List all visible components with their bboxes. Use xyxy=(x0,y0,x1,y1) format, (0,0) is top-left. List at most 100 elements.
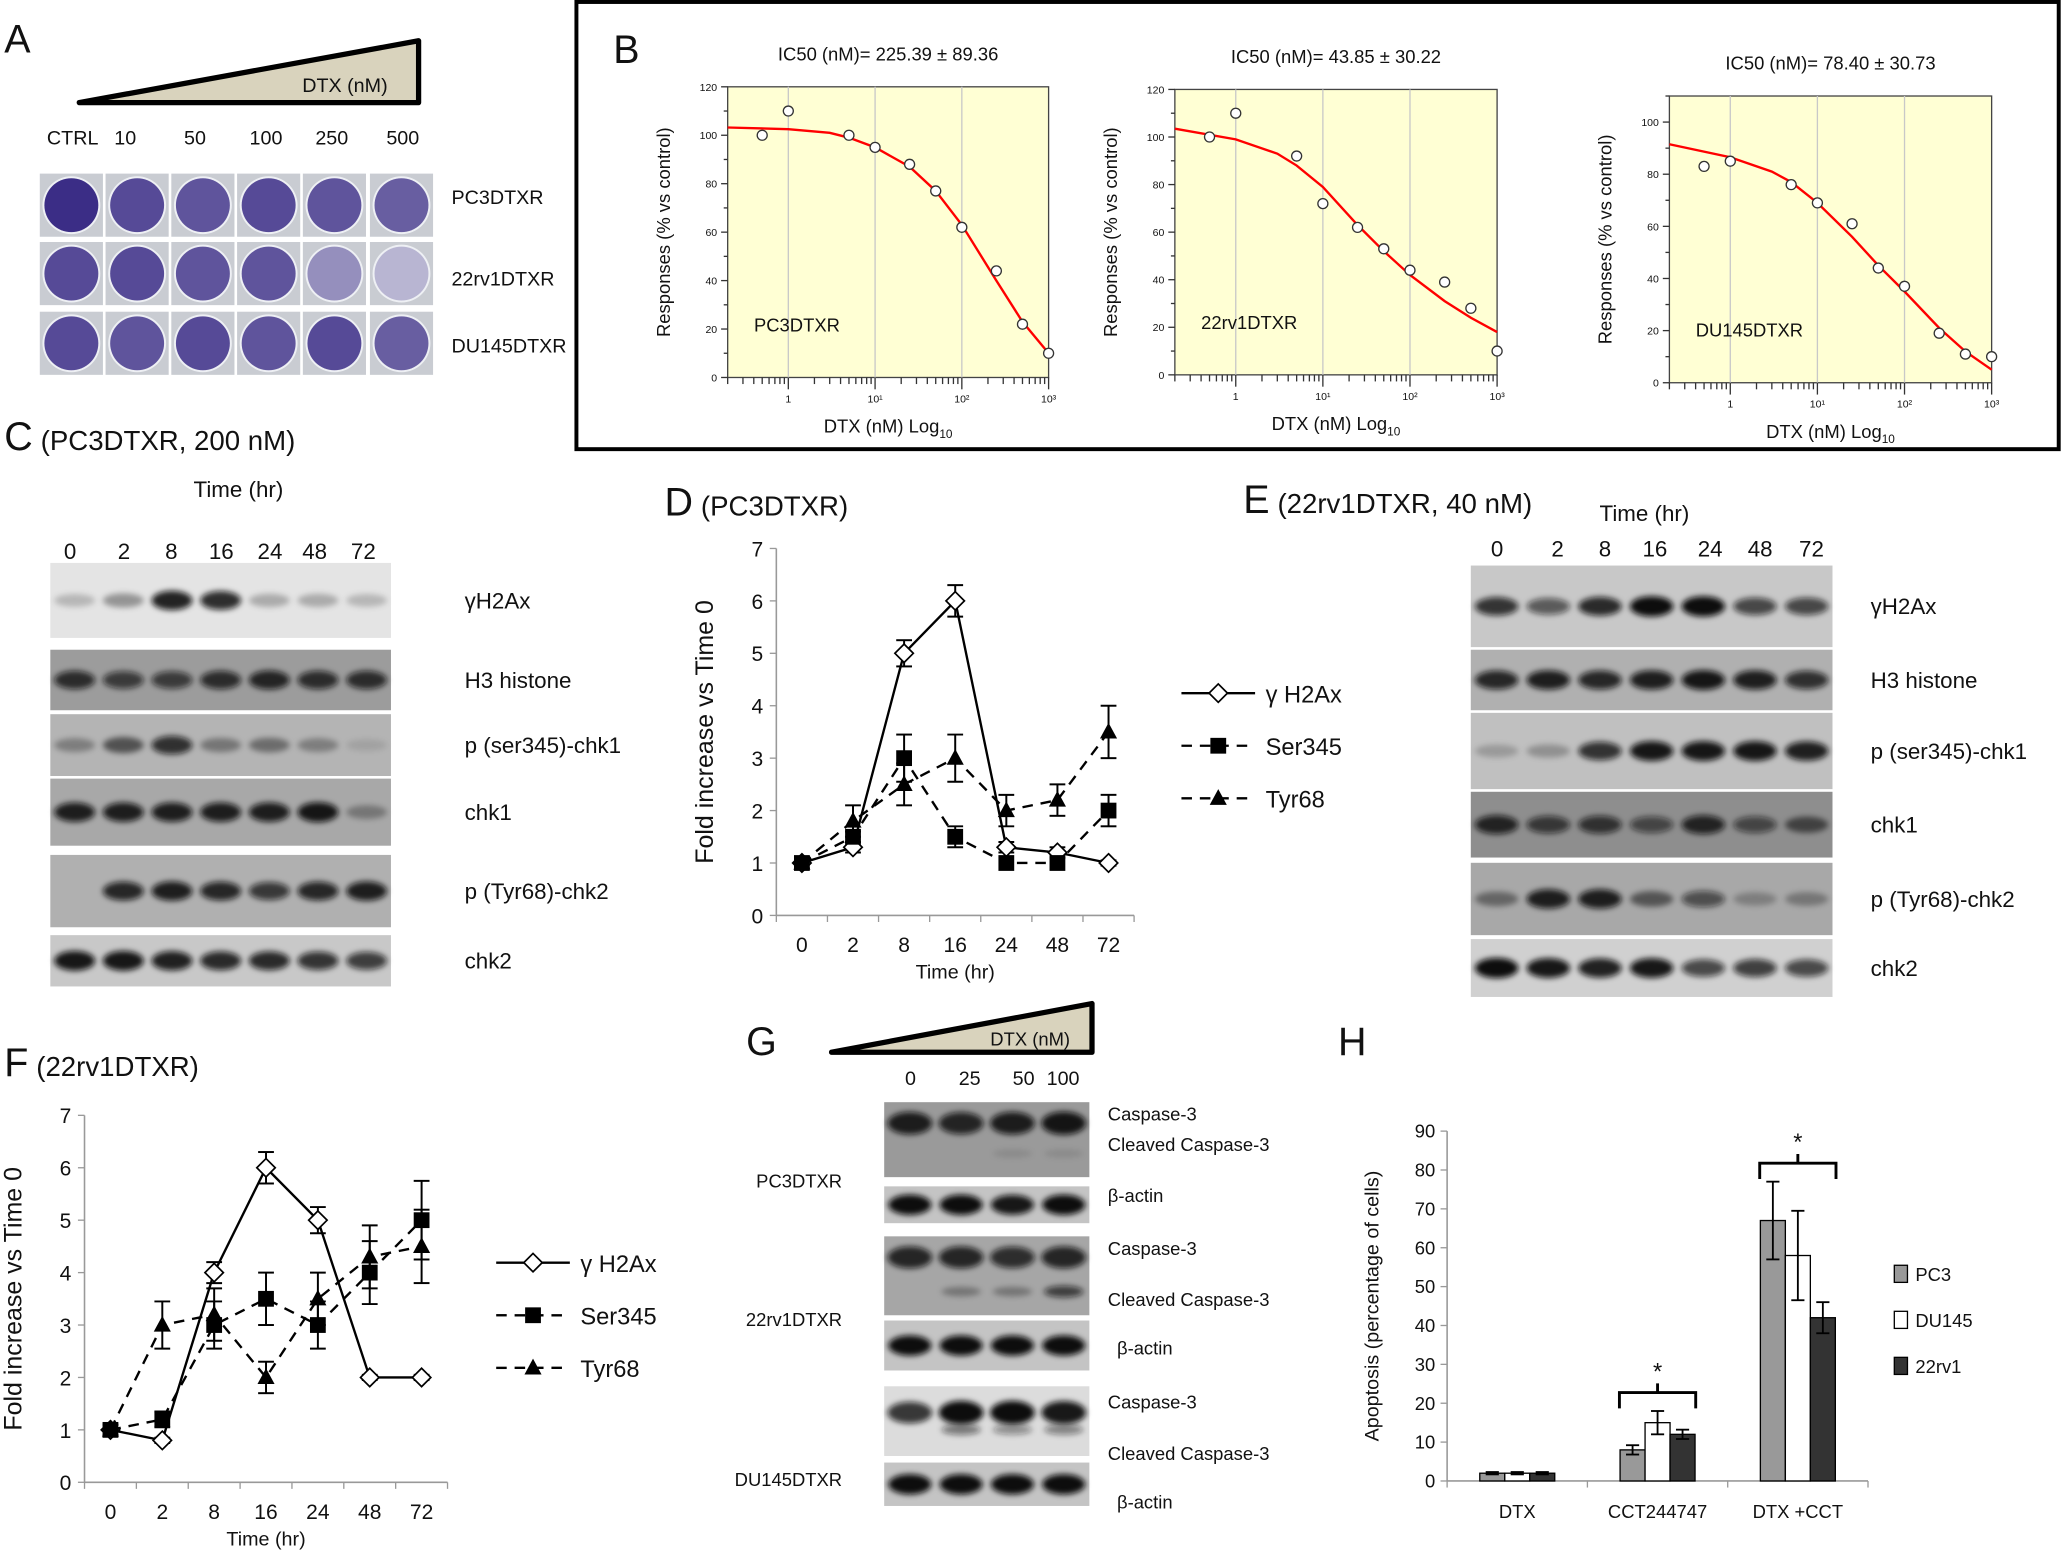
y-tick-label: 100 xyxy=(1147,132,1165,144)
panel-heading: D (PC3DTXR) xyxy=(665,481,849,525)
lane-label: 48 xyxy=(302,539,327,564)
y-tick-label: 1 xyxy=(60,1420,72,1443)
x-axis-label: Time (hr) xyxy=(916,962,995,984)
dose-label: 500 xyxy=(386,128,419,150)
triangle-marker xyxy=(1099,722,1118,739)
gradient-label: DTX (nM) xyxy=(302,75,387,97)
protein-band xyxy=(939,1474,983,1495)
y-tick-label: 4 xyxy=(751,696,763,719)
y-tick-label: 20 xyxy=(1647,326,1659,338)
cleaved-caspase-band xyxy=(1043,1424,1084,1435)
panel-f: F (22rv1DTXR) 0 1 2 3 4 5 6 7 0 2 8 16 24 48 72 Time (hr… xyxy=(0,1041,657,1551)
protein-band xyxy=(1526,598,1571,615)
cell-line-label: DU145DTXR xyxy=(1696,320,1803,341)
protein-band xyxy=(1578,741,1622,761)
y-tick-label: 7 xyxy=(60,1105,72,1128)
square-marker xyxy=(525,1307,541,1324)
protein-band xyxy=(151,590,193,611)
y-tick-label: 0 xyxy=(1425,1471,1435,1492)
protein-band xyxy=(939,1194,983,1215)
colony-stain xyxy=(44,246,99,301)
protein-band xyxy=(1578,958,1622,978)
dose-response-chart: 0 20 40 60 80 100 1 10¹ 10² 10³ IC50 (nM)= 78.40 ±… xyxy=(1595,53,2000,447)
y-tick-label: 120 xyxy=(700,82,718,94)
triangle-marker xyxy=(1048,790,1066,807)
y-tick-label: 60 xyxy=(705,227,717,239)
protein-band xyxy=(102,802,144,822)
y-tick-label: 3 xyxy=(60,1315,72,1338)
diamond-marker xyxy=(203,1262,225,1284)
colony-stain xyxy=(374,246,429,301)
blot-label: γH2Ax xyxy=(465,588,531,613)
protein-band xyxy=(1629,891,1674,907)
cleaved-caspase-band xyxy=(1043,1285,1084,1298)
blot-label: Cleaved Caspase-3 xyxy=(1108,1443,1270,1464)
x-tick-label: 16 xyxy=(944,934,967,957)
x-tick-label: 1 xyxy=(785,393,791,405)
time-label: Time (hr) xyxy=(194,477,284,502)
significance-bracket xyxy=(1617,1383,1698,1409)
y-axis-label: Responses (% vs control) xyxy=(653,127,674,337)
protein-band xyxy=(1526,889,1571,909)
x-tick-label: 10³ xyxy=(1984,399,2000,411)
y-tick-label: 30 xyxy=(1415,1354,1435,1375)
protein-band xyxy=(1042,1335,1086,1356)
x-tick-label: 1 xyxy=(1727,399,1733,411)
protein-band xyxy=(54,802,96,822)
data-point xyxy=(782,105,794,117)
protein-band xyxy=(248,737,290,753)
bar xyxy=(1669,1433,1696,1482)
blot-label: β-actin xyxy=(1117,1338,1173,1359)
protein-band xyxy=(248,951,290,971)
dose-label: 100 xyxy=(250,128,283,150)
cell-line-label: PC3DTXR xyxy=(754,314,840,335)
blot-label: Caspase-3 xyxy=(1108,1392,1197,1413)
square-marker xyxy=(998,855,1015,871)
x-tick-label: 10¹ xyxy=(1810,399,1826,411)
legend-label: γ H2Ax xyxy=(1266,682,1342,708)
significance-mark: * xyxy=(1793,1130,1802,1156)
dose-gradient-wedge xyxy=(828,1000,1095,1055)
x-tick-label: 16 xyxy=(254,1501,277,1524)
x-axis-label: Time (hr) xyxy=(226,1528,305,1550)
protein-band xyxy=(346,739,388,752)
y-tick-label: 50 xyxy=(1415,1276,1435,1297)
y-tick-label: 80 xyxy=(705,179,717,191)
protein-band xyxy=(1629,670,1674,690)
diamond-marker xyxy=(307,1209,329,1231)
x-tick-label: 10³ xyxy=(1041,393,1057,405)
protein-band xyxy=(1474,597,1519,616)
protein-band xyxy=(1784,741,1829,761)
protein-band xyxy=(1578,670,1622,690)
triangle-marker xyxy=(946,748,964,765)
protein-band xyxy=(1681,596,1726,617)
y-tick-label: 0 xyxy=(60,1472,72,1495)
x-tick-label: 48 xyxy=(1046,934,1069,957)
caspase-band xyxy=(990,1246,1035,1269)
protein-band xyxy=(297,951,339,970)
y-axis-label: Responses (% vs control) xyxy=(1100,127,1121,337)
legend-label: Tyr68 xyxy=(1266,788,1325,814)
x-tick-label: 72 xyxy=(1097,934,1120,957)
protein-band xyxy=(1474,815,1519,835)
data-point xyxy=(930,185,942,197)
data-point xyxy=(869,141,881,154)
legend-item: Tyr68 xyxy=(1181,788,1325,814)
protein-band xyxy=(939,1335,983,1356)
blot-label: Caspase-3 xyxy=(1108,1104,1197,1125)
blot-label: p (Tyr68)-chk2 xyxy=(1871,887,2015,912)
protein-band xyxy=(151,671,193,689)
protein-band xyxy=(297,738,339,752)
x-tick-label: 10² xyxy=(1897,399,1913,411)
data-point xyxy=(1872,262,1884,274)
y-tick-label: 10 xyxy=(1415,1432,1435,1453)
protein-band xyxy=(200,670,242,690)
protein-band xyxy=(151,881,193,901)
legend-item: Ser345 xyxy=(496,1304,657,1330)
caspase-band xyxy=(1041,1111,1087,1135)
data-point xyxy=(1230,107,1242,119)
data-point xyxy=(1898,280,1911,292)
cell-line-label: DU145DTXR xyxy=(735,1469,842,1490)
triangle-marker xyxy=(257,1368,275,1385)
protein-band xyxy=(1042,1194,1086,1215)
